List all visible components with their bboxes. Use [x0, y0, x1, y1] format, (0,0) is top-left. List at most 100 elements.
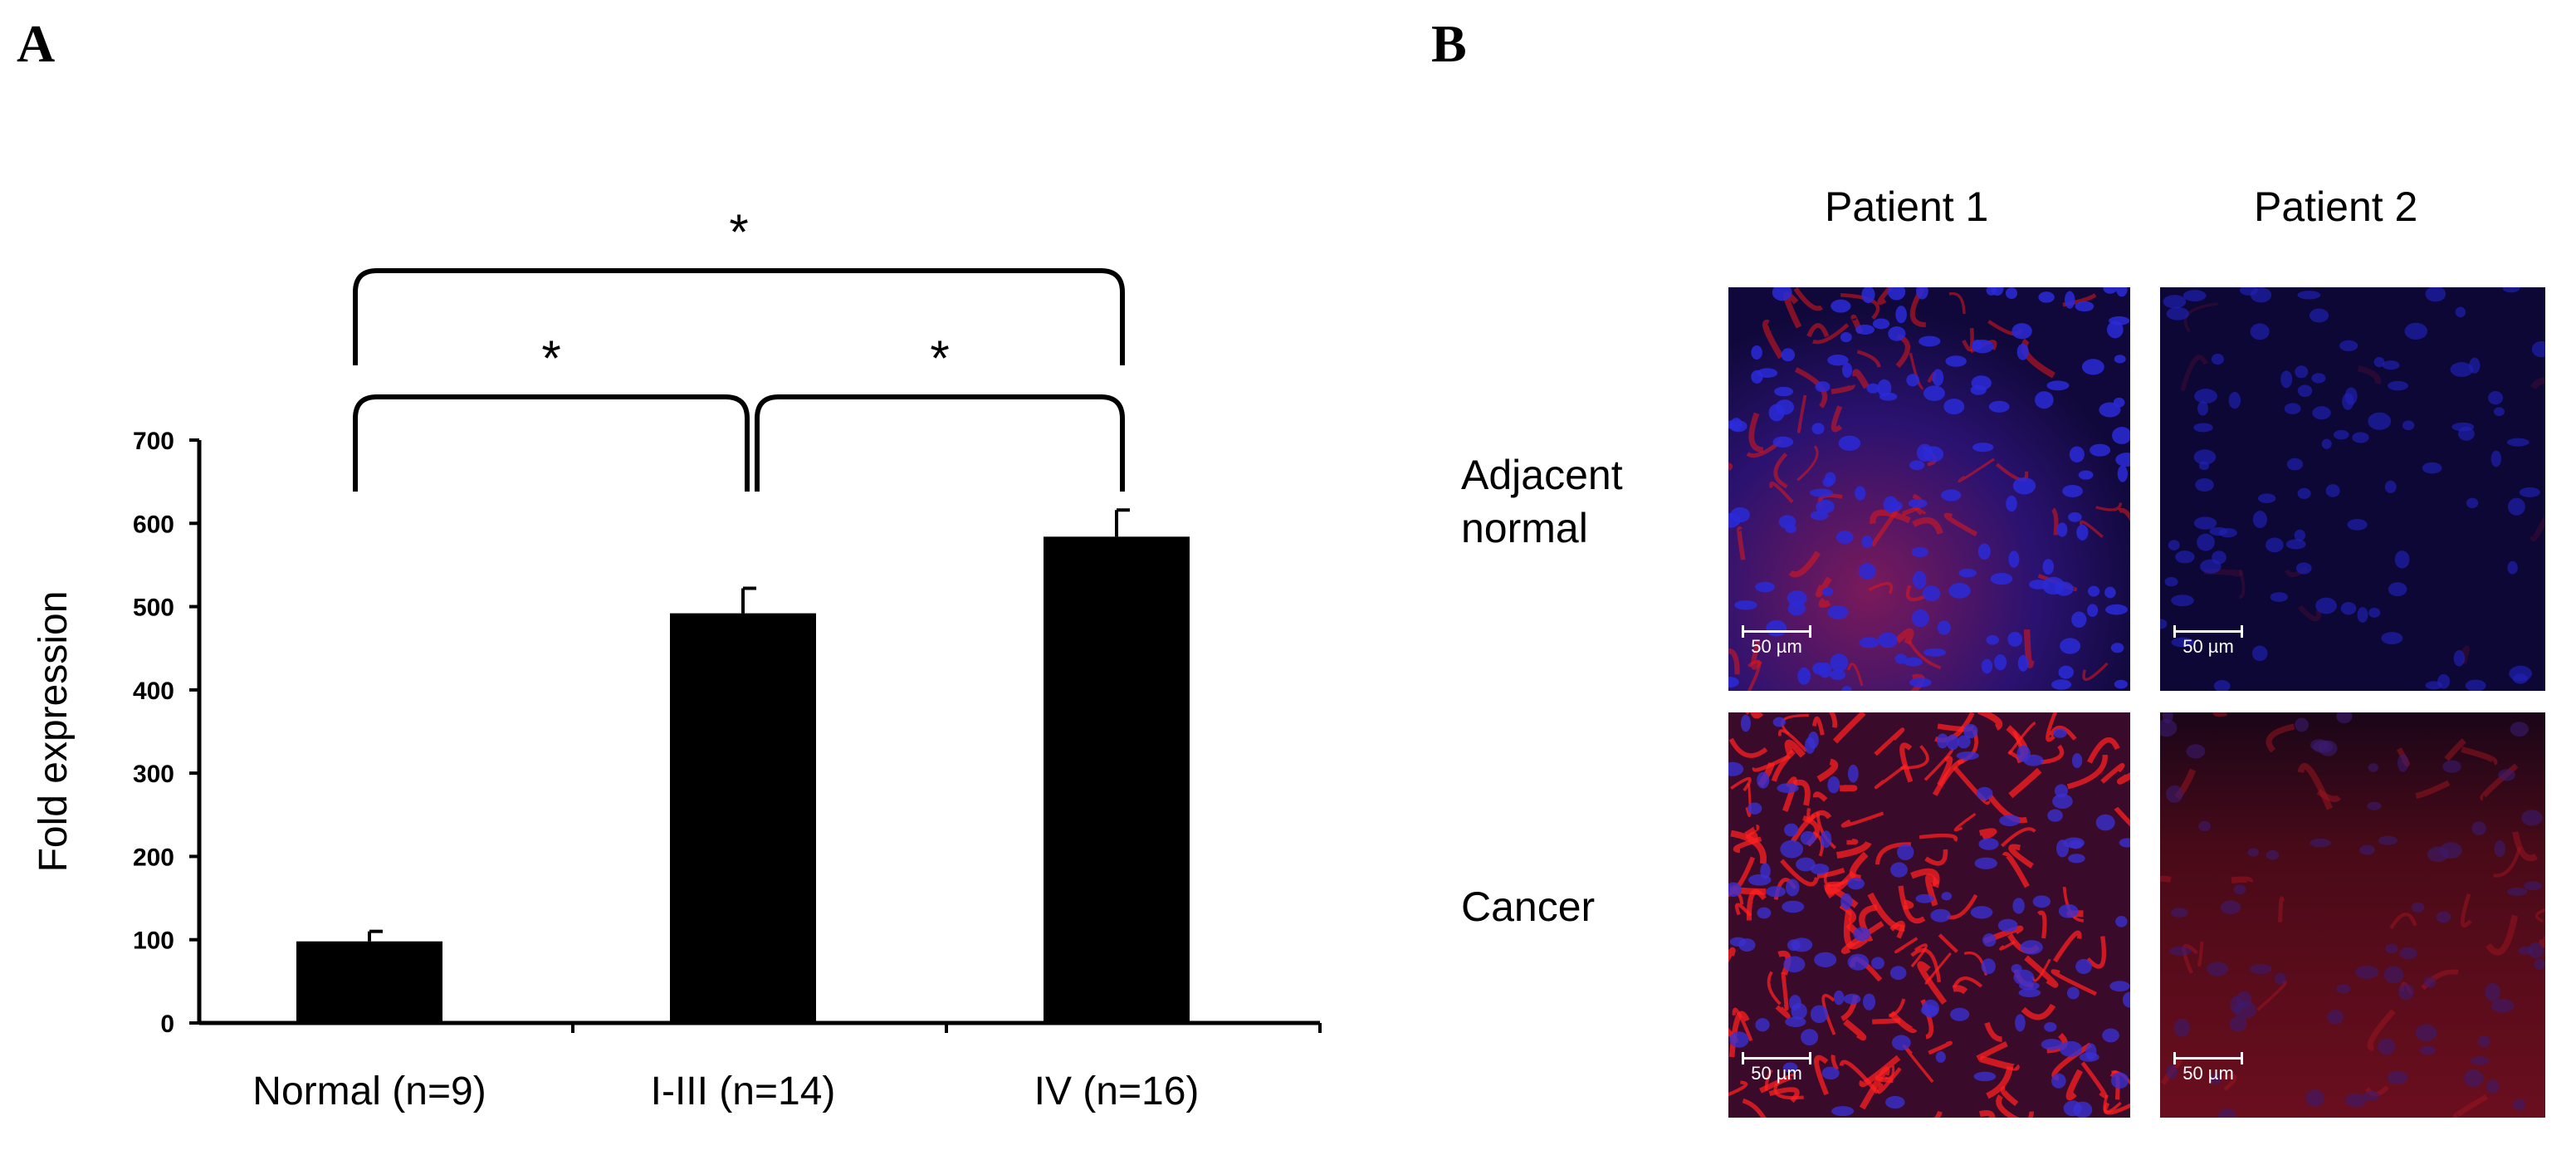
cell-nucleus: [1946, 734, 1959, 751]
cell-nucleus: [1780, 839, 1804, 859]
cell-nucleus: [1728, 761, 1744, 776]
cell-nucleus: [1997, 918, 2018, 932]
cell-nucleus: [2359, 844, 2375, 855]
stain-strand: [1996, 1094, 2020, 1118]
cell-nucleus: [1858, 563, 1876, 580]
cell-nucleus: [1890, 862, 1908, 878]
cell-nucleus: [2047, 809, 2063, 822]
cell-nucleus: [1827, 605, 1849, 619]
cell-nucleus: [1909, 678, 1932, 688]
cell-nucleus: [1831, 299, 1851, 313]
cell-nucleus: [1787, 590, 1807, 606]
significance-bracket: [353, 268, 1125, 365]
cell-nucleus: [2012, 898, 2025, 914]
stain-strand: [2079, 520, 2104, 538]
bar: [1044, 536, 1190, 1023]
stain-strand: [1976, 1041, 2008, 1061]
stain-strand: [2066, 754, 2108, 790]
cell-nucleus: [2104, 586, 2116, 599]
cell-nucleus: [2078, 470, 2094, 480]
cell-nucleus: [1801, 1029, 1819, 1045]
cell-nucleus: [2387, 1070, 2408, 1084]
cell-nucleus: [2115, 915, 2128, 927]
scale-label: 50 µm: [2183, 636, 2234, 657]
cell-nucleus: [2011, 963, 2022, 974]
cell-nucleus: [1751, 345, 1762, 360]
stain-strand: [1831, 383, 1855, 394]
stain-strand: [1780, 859, 1820, 887]
cell-nucleus: [1830, 669, 1846, 680]
cell-nucleus: [2073, 1101, 2093, 1118]
stain-strand: [2197, 941, 2204, 967]
cell-nucleus: [2383, 966, 2404, 984]
cell-nucleus: [1871, 957, 1884, 970]
cell-nucleus: [1840, 332, 1852, 343]
row-label-cancer: Cancer: [1461, 883, 1596, 930]
cell-nucleus: [2382, 360, 2400, 370]
cell-nucleus: [2312, 740, 2334, 753]
cell-nucleus: [1841, 362, 1853, 378]
scale-label: 50 µm: [1751, 1063, 1802, 1084]
cell-nucleus: [2493, 407, 2505, 417]
stain-strand: [2051, 969, 2097, 996]
stain-strand: [2114, 806, 2130, 827]
cell-nucleus: [2211, 353, 2224, 365]
stain-strand: [1788, 551, 1821, 578]
cell-nucleus: [1988, 400, 2010, 413]
cell-nucleus: [1971, 375, 1992, 391]
cell-nucleus: [2020, 940, 2043, 955]
cell-nucleus: [1782, 900, 1805, 913]
cell-nucleus: [2457, 426, 2475, 441]
cell-nucleus: [1810, 1005, 1828, 1024]
cell-nucleus: [2220, 900, 2241, 914]
cell-nucleus: [2081, 359, 2104, 375]
cell-nucleus: [2044, 1022, 2057, 1032]
stain-strand: [2080, 1061, 2108, 1099]
cell-nucleus: [2486, 1079, 2500, 1094]
cell-nucleus: [2257, 493, 2276, 503]
stain-strand: [2534, 908, 2545, 923]
cell-nucleus: [2275, 972, 2286, 985]
cell-nucleus: [1788, 995, 1801, 1011]
cell-nucleus: [1994, 654, 2007, 671]
cell-nucleus: [2110, 643, 2124, 653]
cell-nucleus: [2193, 516, 2217, 530]
cell-nucleus: [2297, 487, 2311, 499]
y-axis-label: Fold expression: [32, 591, 76, 873]
cell-nucleus: [2017, 654, 2029, 672]
cell-nucleus: [2368, 607, 2381, 618]
stain-strand: [2278, 896, 2285, 923]
stain-strand: [2040, 744, 2065, 765]
cell-nucleus: [1853, 927, 1870, 942]
stain-strand: [1884, 1065, 1895, 1080]
cell-nucleus: [2524, 881, 2542, 891]
cell-nucleus: [2506, 438, 2530, 447]
cell-nucleus: [2315, 597, 2337, 614]
cell-nucleus: [1956, 751, 1979, 761]
cell-nucleus: [1958, 568, 1977, 578]
cell-nucleus: [2195, 477, 2214, 492]
cell-nucleus: [1775, 399, 1794, 415]
stain-strand: [1775, 1005, 1791, 1019]
cell-nucleus: [1747, 802, 1762, 815]
cell-nucleus: [1729, 1031, 1749, 1048]
cell-nucleus: [1862, 993, 1876, 1011]
bar-chart: 0 100 200 300 400 500 600 700 Fold expression Nor…: [32, 204, 1322, 1113]
micrograph-image: [1728, 712, 2130, 1118]
cell-nucleus: [2041, 1039, 2063, 1050]
micrograph-patient1-adjacent-normal: 50 µm: [1728, 287, 2130, 691]
stain-strand: [2367, 1009, 2396, 1051]
cell-nucleus: [2228, 391, 2241, 409]
cell-nucleus: [1785, 524, 1797, 534]
cell-nucleus: [1945, 355, 1967, 367]
cell-nucleus: [1999, 815, 2021, 827]
cell-nucleus: [1811, 423, 1825, 435]
stain-strand: [1910, 947, 1942, 983]
stain-strand: [1894, 937, 1919, 954]
stain-strand: [1903, 899, 1914, 910]
stain-strand: [1728, 462, 1733, 471]
stain-strand: [2493, 846, 2522, 878]
cell-nucleus: [2042, 576, 2065, 595]
stain-strand: [1832, 712, 1866, 744]
stain-strand: [2238, 569, 2246, 600]
